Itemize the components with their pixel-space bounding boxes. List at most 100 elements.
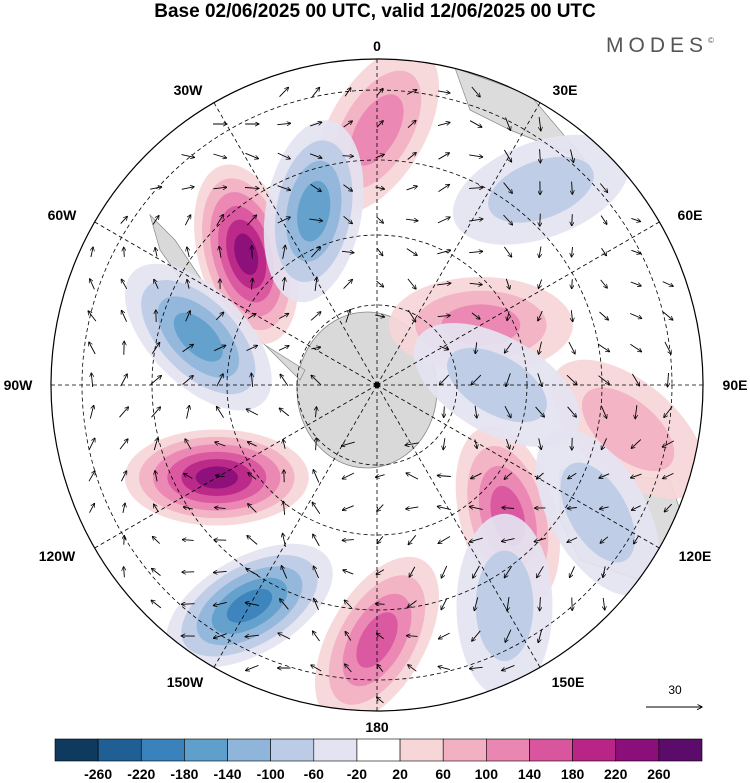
wind-arrow: [600, 405, 606, 419]
wind-arrow: [311, 247, 320, 258]
wind-arrow: [88, 438, 95, 451]
wind-arrow: [571, 310, 572, 322]
wind-arrow: [471, 86, 480, 97]
colorbar-segment: [227, 738, 271, 762]
wind-arrow: [664, 341, 671, 354]
wind-arrow: [567, 406, 577, 417]
wind-arrow: [437, 506, 451, 511]
colorbar-tick-label: 260: [647, 766, 671, 782]
wind-arrow: [251, 278, 252, 290]
colorbar-segment: [615, 738, 660, 762]
wind-arrow: [279, 408, 290, 417]
wind-arrow: [406, 248, 417, 256]
wind-arrow: [154, 279, 159, 289]
colorbar-segment: [313, 738, 358, 762]
modes-logo: MODES©: [606, 34, 714, 58]
wind-arrow: [245, 635, 259, 637]
wind-arrow: [408, 600, 417, 608]
wind-arrow: [120, 216, 128, 224]
colorbar-segment: [54, 738, 99, 762]
wind-arrow: [376, 89, 383, 96]
wind-arrow: [245, 152, 259, 158]
wind-arrow: [375, 604, 385, 605]
wind-arrow: [663, 472, 674, 478]
wind-arrow: [343, 184, 353, 191]
wind-arrow: [343, 570, 354, 575]
wind-arrow: [316, 407, 317, 418]
wind-vectors: [88, 86, 674, 704]
wind-arrow: [311, 347, 320, 349]
wind-arrow: [310, 184, 322, 191]
wind-arrow: [408, 665, 417, 672]
wind-arrow: [507, 597, 509, 611]
wind-arrow: [539, 341, 542, 355]
meridian-line: [213, 384, 378, 668]
colorbar-tick-label: -140: [213, 766, 242, 782]
wind-arrow: [376, 248, 383, 255]
wind-arrow: [438, 184, 450, 192]
wind-arrow: [475, 342, 476, 353]
wind-arrow: [405, 443, 419, 445]
wind-arrow: [570, 149, 574, 163]
wind-arrow: [313, 534, 320, 547]
anomaly-level: [488, 156, 594, 223]
wind-arrow: [181, 604, 195, 605]
wind-arrow: [469, 283, 483, 284]
lon-label-60e: 60E: [678, 207, 703, 223]
wind-arrow: [664, 406, 673, 418]
wind-arrow: [90, 279, 95, 290]
colorbar-tick-label: 220: [604, 766, 628, 782]
wind-arrow: [437, 476, 451, 477]
wind-arrow: [278, 633, 291, 640]
wind-arrow: [600, 536, 609, 543]
wind-arrow: [504, 405, 511, 418]
wind-arrow: [281, 566, 288, 579]
wind-arrow: [213, 187, 226, 189]
wind-arrow: [471, 472, 482, 478]
wind-arrow: [473, 565, 480, 578]
wind-arrow: [280, 374, 289, 387]
wind-arrow: [251, 373, 252, 387]
wind-arrow: [375, 154, 385, 159]
wind-arrow: [342, 540, 354, 541]
wind-arrow: [599, 473, 610, 478]
wind-arrow: [311, 665, 322, 672]
wind-arrow: [437, 315, 451, 316]
wind-arrow: [153, 438, 157, 451]
wind-arrow: [566, 374, 577, 385]
wind-arrow: [437, 91, 450, 93]
wind-arrow: [570, 566, 575, 577]
anomaly-center: [551, 359, 703, 499]
wind-arrow: [376, 216, 384, 223]
wind-arrow: [598, 375, 610, 385]
wind-arrow: [120, 471, 126, 482]
wind-arrow: [437, 283, 451, 285]
wind-arrow: [121, 310, 128, 322]
anomaly-shading: [124, 59, 703, 711]
wind-arrow: [438, 536, 451, 544]
wind-arrow: [185, 439, 192, 450]
wind-arrow: [89, 342, 96, 355]
wind-arrow: [187, 279, 189, 289]
colorbar-segment: [658, 738, 703, 762]
wind-arrow: [245, 603, 259, 606]
wind-arrow: [507, 311, 509, 320]
wind-arrow: [279, 87, 289, 98]
colorbar-tick-label: -100: [256, 766, 285, 782]
colorbar-segment: [184, 738, 228, 762]
wind-arrow: [213, 601, 227, 605]
wind-arrow: [472, 630, 481, 641]
wind-arrow: [603, 597, 605, 610]
wind-arrow: [377, 504, 384, 512]
wind-arrow: [342, 505, 354, 511]
wind-arrow: [277, 123, 290, 124]
wind-arrow: [535, 406, 545, 417]
wind-arrow: [598, 343, 609, 351]
wind-arrow: [539, 117, 541, 131]
colorbar-tick-label: -180: [170, 766, 199, 782]
wind-arrow: [407, 120, 416, 129]
wind-arrow: [247, 215, 256, 226]
wind-arrow: [469, 667, 483, 668]
wind-arrow: [469, 537, 483, 542]
wind-arrow: [601, 438, 608, 449]
